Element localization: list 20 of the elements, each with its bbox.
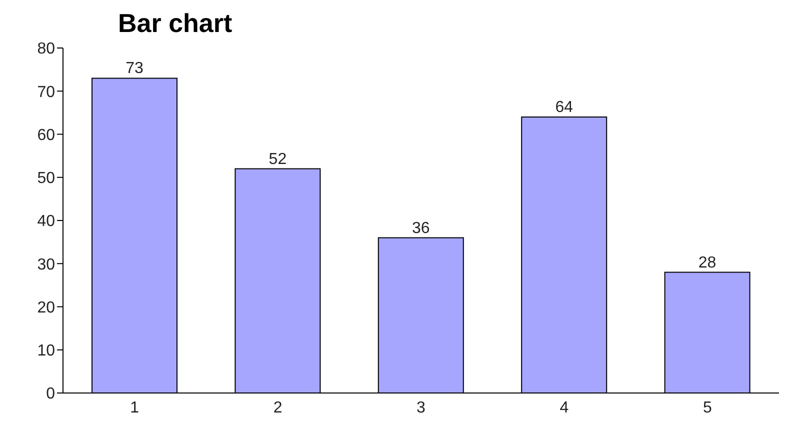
x-tick-label: 5 bbox=[702, 399, 712, 416]
y-tick-label: 40 bbox=[37, 213, 56, 230]
data-label: 36 bbox=[412, 220, 430, 237]
y-tick-label: 50 bbox=[37, 170, 56, 188]
data-label: 64 bbox=[555, 99, 574, 116]
data-label: 28 bbox=[698, 254, 716, 272]
y-tick-label: 60 bbox=[37, 126, 56, 144]
y-tick-label: 30 bbox=[37, 256, 56, 274]
y-tick-label: 10 bbox=[37, 342, 56, 360]
x-tick-label: 4 bbox=[560, 399, 569, 416]
data-label: 73 bbox=[126, 60, 144, 78]
x-tick-label: 1 bbox=[130, 399, 140, 416]
y-tick-label: 70 bbox=[37, 84, 56, 101]
x-tick-label: 2 bbox=[273, 399, 282, 416]
x-tick-label: 3 bbox=[416, 399, 426, 416]
data-label: 52 bbox=[268, 150, 287, 168]
chart-title: Bar chart bbox=[118, 8, 232, 39]
y-tick-label: 80 bbox=[37, 40, 56, 58]
y-tick-label: 20 bbox=[37, 299, 56, 316]
y-tick-label: 0 bbox=[46, 386, 56, 403]
